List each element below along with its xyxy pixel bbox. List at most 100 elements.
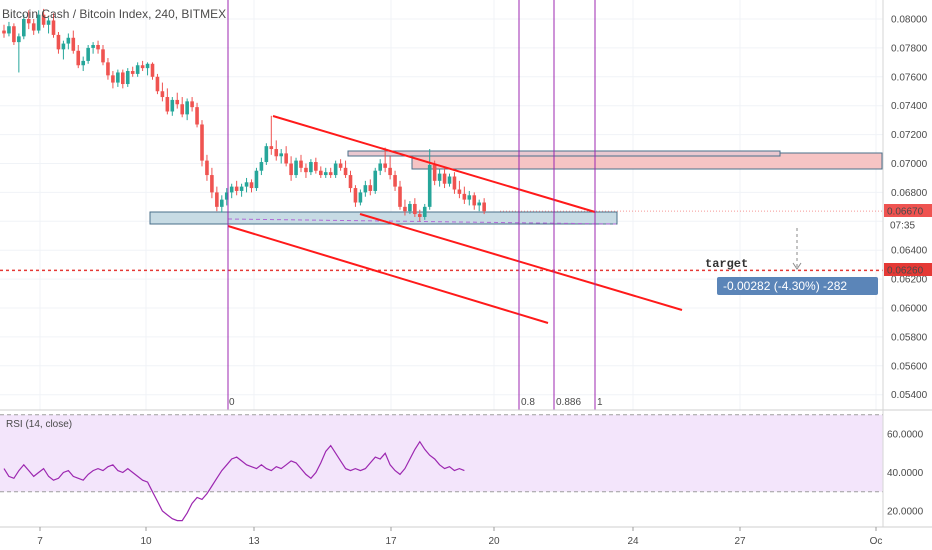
- candle-body: [180, 104, 184, 115]
- candle-body: [229, 186, 234, 193]
- candle-body: [403, 206, 407, 212]
- time-tick-label: 17: [385, 536, 397, 547]
- support-zone-rect[interactable]: [149, 211, 618, 225]
- candle-body: [274, 149, 279, 157]
- price-tick-label: 0.07200: [891, 130, 928, 141]
- candle-body: [7, 26, 11, 34]
- candle-body: [61, 43, 66, 50]
- candle-body: [121, 72, 125, 85]
- candle-body: [155, 76, 160, 92]
- rsi-tick-label: 20.0000: [887, 507, 924, 518]
- target-arrow-head: [792, 262, 802, 270]
- candle-body: [200, 124, 204, 161]
- resistance-zone-rect-thin[interactable]: [347, 150, 781, 157]
- price-tick-label: 0.07600: [891, 72, 928, 83]
- channel-mid-trendline[interactable]: [359, 213, 683, 311]
- candle-body: [210, 175, 214, 193]
- current-price-badge: 0.06670 07:35: [884, 204, 932, 232]
- channel-lower-trendline[interactable]: [227, 225, 549, 324]
- time-tick-label: 24: [627, 536, 639, 547]
- rsi-label: RSI (14, close): [6, 419, 72, 430]
- rsi-band-fill: [0, 414, 883, 492]
- candle-body: [41, 14, 46, 25]
- candle-body: [338, 163, 343, 168]
- current-price-label: 0.06670: [887, 207, 924, 218]
- candle-body: [175, 99, 180, 105]
- candle-body: [111, 75, 115, 83]
- candle-body: [418, 214, 422, 217]
- candle-body: [220, 199, 224, 207]
- candle-body: [71, 37, 76, 51]
- candle-body: [170, 99, 175, 112]
- fib-label-0-886: 0.886: [556, 397, 581, 408]
- price-tick-label: 0.06000: [891, 304, 928, 315]
- candle-body: [319, 170, 323, 176]
- time-tick-label: 13: [248, 536, 260, 547]
- candle-body: [477, 202, 481, 206]
- candle-body: [224, 192, 229, 200]
- candle-body: [408, 203, 412, 212]
- drawing-tools-front[interactable]: [0, 0, 883, 410]
- candle-body: [56, 34, 61, 50]
- candle-body: [422, 206, 427, 217]
- candle-body: [368, 185, 373, 191]
- candle-body: [244, 182, 249, 187]
- measure-label: -0.00282 (-4.30%) -282: [723, 279, 847, 293]
- candle-body: [304, 167, 308, 173]
- candle-body: [472, 195, 477, 206]
- candle-body: [452, 176, 457, 190]
- candle-body: [333, 163, 338, 176]
- candle-body: [393, 175, 397, 187]
- price-tick-label: 0.06200: [891, 275, 928, 286]
- candle-body: [150, 63, 155, 77]
- candle-body: [185, 101, 189, 115]
- candle-body: [46, 20, 51, 25]
- candle-body: [66, 37, 71, 44]
- measure-label-box[interactable]: [717, 277, 878, 295]
- price-tick-label: 0.07400: [891, 101, 928, 112]
- target-price-box: [884, 263, 932, 276]
- price-tick-label: 0.07000: [891, 159, 928, 170]
- candle-body: [86, 47, 90, 61]
- candle-body: [234, 186, 239, 191]
- candle-body: [190, 101, 194, 108]
- candle-body: [239, 186, 244, 191]
- candle-body: [413, 203, 417, 215]
- candle-body: [437, 173, 442, 181]
- price-tick-label: 0.06800: [891, 188, 928, 199]
- time-tick-label: 7: [37, 536, 43, 547]
- candle-body: [215, 192, 219, 207]
- candle-body: [269, 146, 274, 150]
- target-label: target: [705, 257, 748, 271]
- drawing-tools-back[interactable]: [149, 150, 883, 225]
- rsi-pane[interactable]: 60.0000 40.0000 20.0000: [0, 410, 924, 527]
- time-tick-label: 20: [488, 536, 500, 547]
- current-price-box: [884, 204, 932, 217]
- candle-body: [81, 60, 85, 66]
- candle-body: [195, 107, 199, 125]
- fib-label-0-8: 0.8: [521, 397, 535, 408]
- time-axis[interactable]: 7 10 13 17 20 24 27 Oc: [37, 527, 882, 547]
- candle-body: [457, 189, 462, 194]
- candle-body: [314, 162, 318, 171]
- candle-body: [398, 186, 402, 207]
- channel-upper-trendline[interactable]: [272, 115, 596, 213]
- candle-body: [101, 49, 105, 63]
- candle-body: [299, 160, 303, 168]
- candle-body: [140, 65, 145, 69]
- candle-body: [135, 65, 140, 74]
- candle-body: [106, 62, 110, 76]
- price-tick-label: 0.08000: [891, 15, 928, 26]
- candle-body: [12, 26, 16, 43]
- target-price-badge: 0.06260: [884, 263, 932, 277]
- candle-body: [36, 14, 41, 31]
- candle-body: [462, 193, 467, 200]
- candle-body: [2, 30, 6, 34]
- candle-body: [160, 91, 165, 98]
- grid: [0, 0, 883, 410]
- time-tick-label: 10: [140, 536, 152, 547]
- candle-body: [284, 153, 288, 164]
- price-axis[interactable]: 0.08000 0.07800 0.07600 0.07400 0.07200 0.070…: [891, 15, 928, 402]
- price-tick-label: 0.05600: [891, 361, 928, 372]
